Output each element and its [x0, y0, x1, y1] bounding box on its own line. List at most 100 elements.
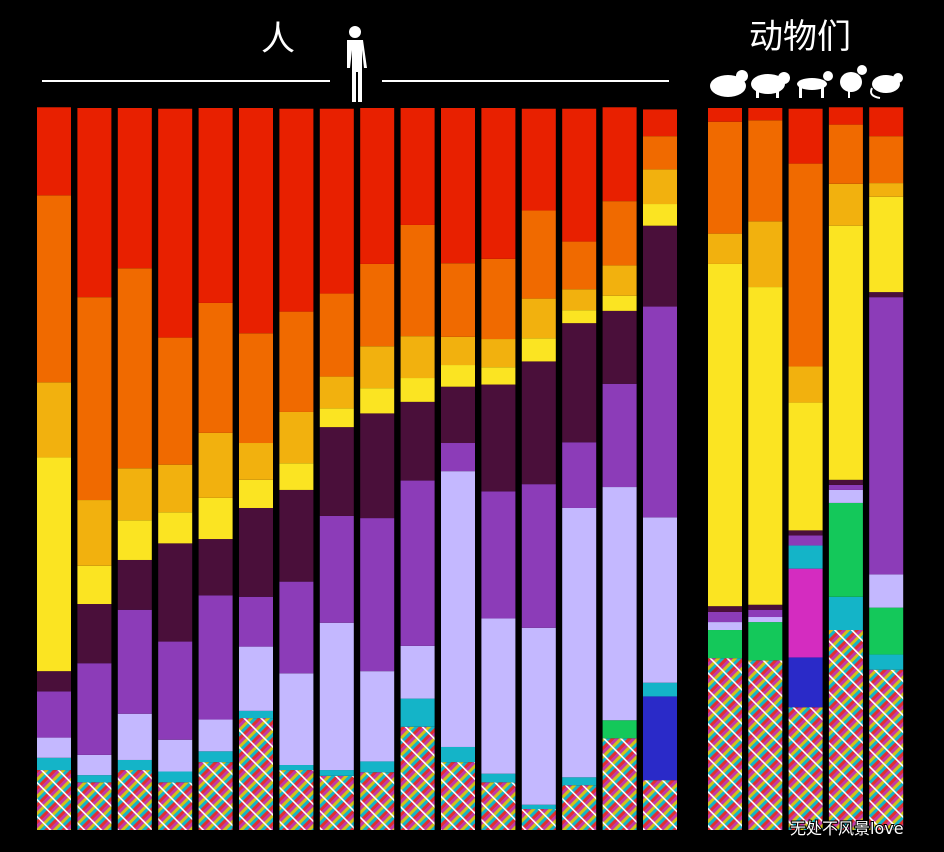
bar-segment [400, 336, 435, 379]
bar-segment [319, 427, 354, 516]
bar-segment [562, 108, 597, 242]
bar-segment [77, 297, 112, 501]
bar-segment [788, 402, 823, 531]
bar-segment [77, 565, 112, 605]
bar-segment [77, 782, 112, 830]
bar-segment [158, 771, 193, 783]
bar-segment [481, 258, 516, 340]
bar-segment [198, 302, 233, 433]
bar-segment [643, 517, 677, 683]
bar-segment [158, 108, 193, 338]
bar-segment [279, 108, 314, 312]
bar-segment [748, 617, 783, 623]
bar-segment [360, 671, 395, 762]
bar-segment [77, 604, 112, 664]
bar-segment [481, 384, 516, 492]
bar-segment [77, 775, 112, 783]
bar-segment [400, 698, 435, 727]
bar-segment [279, 765, 314, 771]
bar-segment [37, 382, 71, 458]
bar-segment [239, 507, 273, 597]
bar-segment [117, 609, 152, 714]
bar-segment [708, 121, 742, 234]
bar-segment [319, 376, 354, 409]
bar-segment [198, 108, 233, 303]
bar-segment [708, 630, 742, 659]
bar-segment [239, 108, 273, 334]
bar-segment [521, 210, 556, 299]
bar-segment [117, 520, 152, 560]
bar-segment [788, 535, 823, 546]
bar-segment [869, 654, 904, 670]
bar-segment [441, 263, 475, 337]
bar-segment [708, 108, 742, 122]
bar-segment [360, 263, 395, 347]
bar-segment [788, 530, 823, 536]
bar-segment [521, 804, 556, 810]
bar-segment [562, 442, 597, 508]
bar-segment [708, 606, 742, 612]
bar-segment [441, 386, 475, 444]
bar-segment [37, 671, 71, 692]
bar-segment [828, 107, 863, 125]
bar-segment [319, 770, 354, 776]
bar-segment [562, 310, 597, 324]
bar-segment [748, 221, 783, 288]
bar-segment [602, 201, 637, 266]
bar-segment [643, 225, 677, 307]
bar-segment [788, 108, 823, 164]
bar-segment [37, 737, 71, 758]
bar-segment [562, 323, 597, 443]
bar-segment [602, 720, 637, 739]
bar-segment [643, 780, 677, 830]
bar-segment [828, 502, 863, 597]
bar-segment [602, 107, 637, 202]
bar-segment [239, 443, 273, 480]
bar-segment [708, 611, 742, 623]
bar-segment [521, 484, 556, 628]
bar-segment [481, 618, 516, 774]
bar-segment [481, 339, 516, 368]
group-title: 人 [261, 19, 295, 59]
bar-segment [748, 622, 783, 661]
bar-segment [279, 581, 314, 674]
bar-segment [643, 306, 677, 518]
bar-segment [158, 512, 193, 544]
bar-segment [643, 204, 677, 226]
bar-segment [198, 751, 233, 763]
bar-segment [643, 136, 677, 170]
bar-segment [319, 622, 354, 771]
bar-segment [708, 233, 742, 264]
bar-segment [198, 539, 233, 596]
bar-segment [602, 487, 637, 721]
bar-segment [788, 545, 823, 569]
bar-segment [279, 673, 314, 766]
bar-segment [708, 658, 742, 830]
bar-segment [279, 489, 314, 582]
bar-segment [748, 287, 783, 605]
bar-segment [117, 559, 152, 610]
bar-segment [441, 336, 475, 366]
bar-segment [37, 457, 71, 672]
bar-segment [279, 463, 314, 490]
bar-segment [869, 183, 904, 197]
bar-segment [602, 738, 637, 830]
bar-segment [869, 107, 904, 137]
bar-segment [198, 719, 233, 752]
bar-segment [77, 108, 112, 298]
bar-segment [602, 310, 637, 384]
bar-segment [748, 660, 783, 830]
bar-segment [37, 107, 71, 196]
bar-segment [239, 333, 273, 444]
bar-segment [481, 491, 516, 619]
bar-segment [77, 663, 112, 755]
bar-segment [562, 507, 597, 778]
bar-segment [360, 772, 395, 830]
bar-segment [481, 367, 516, 385]
bar-segment [319, 408, 354, 428]
bar-segment [562, 241, 597, 290]
bar-segment [481, 108, 516, 259]
bar-segment [400, 224, 435, 337]
